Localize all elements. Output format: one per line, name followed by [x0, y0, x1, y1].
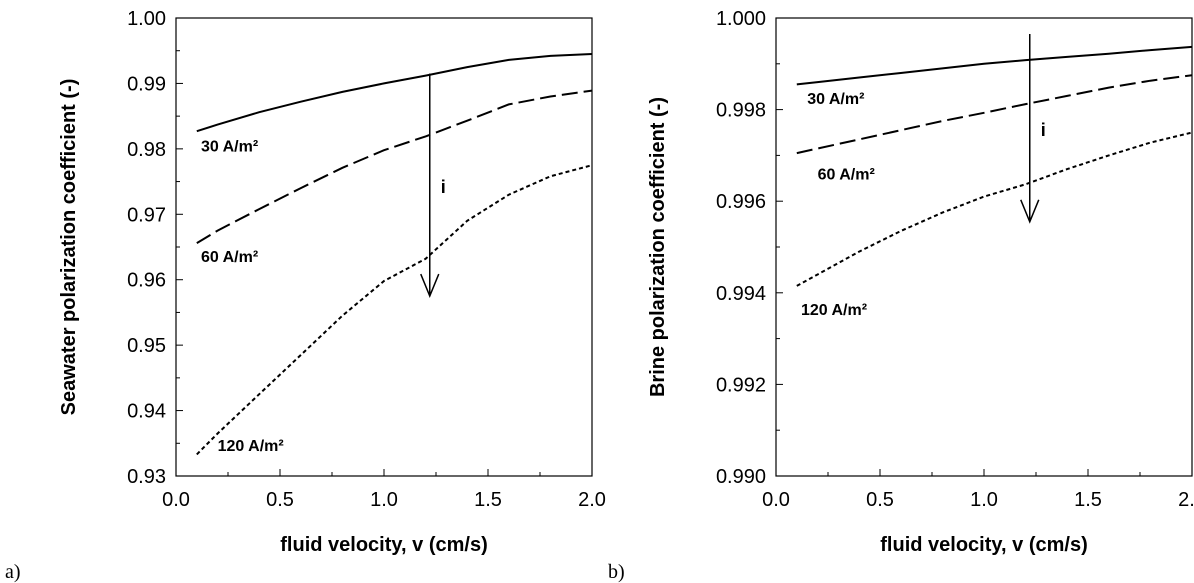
x-axis-title: fluid velocity, v (cm/s) — [280, 534, 487, 556]
y-tick-label: 0.996 — [716, 191, 766, 213]
series-label: 60 A/m² — [818, 167, 875, 184]
x-tick-label: 1.0 — [370, 489, 398, 511]
y-tick-label: 0.994 — [716, 283, 766, 305]
series-label: 30 A/m² — [201, 139, 258, 156]
series-line-solid — [796, 45, 1193, 86]
x-tick-label: 1.0 — [970, 489, 998, 511]
panel-label: a) — [5, 561, 21, 583]
series-label: 120 A/m² — [801, 302, 867, 319]
series-line-dotted — [196, 164, 593, 456]
arrow-label: i — [1041, 120, 1046, 140]
y-tick-label: 0.95 — [127, 335, 166, 357]
y-tick-label: 0.93 — [127, 466, 166, 488]
x-tick-label: 0.0 — [762, 489, 790, 511]
y-tick-label: 0.98 — [127, 139, 166, 161]
x-tick-label: 2.0 — [578, 489, 606, 511]
y-tick-label: 0.990 — [716, 466, 766, 488]
y-tick-label: 0.99 — [127, 73, 166, 95]
y-tick-label: 0.96 — [127, 270, 166, 292]
y-tick-label: 0.998 — [716, 100, 766, 122]
x-tick-label: 0.0 — [162, 489, 190, 511]
series-label: 30 A/m² — [807, 91, 864, 108]
x-axis-title: fluid velocity, v (cm/s) — [880, 534, 1087, 556]
seawater-panel: 0.93 0.94 0.95 0.96 0.97 0.98 0.99 1.00 0.0 0.5 1.… — [5, 8, 606, 583]
brine-panel: 0.990 0.992 0.994 0.996 0.998 1.000 0.0 0.5 1.0 1… — [608, 8, 1194, 583]
panel-label: b) — [608, 561, 625, 583]
series-label: 60 A/m² — [201, 249, 258, 266]
x-tick-label: 2.0 — [1178, 489, 1194, 511]
y-tick-label: 0.992 — [716, 374, 766, 396]
y-axis-title: Seawater polarization coefficient (-) — [58, 79, 80, 416]
y-tick-label: 1.000 — [716, 8, 766, 30]
series-line-dotted — [796, 131, 1193, 287]
arrow-head — [1020, 199, 1040, 224]
arrow-head — [420, 273, 440, 299]
plot-frame — [775, 17, 1193, 477]
y-tick-label: 1.00 — [127, 8, 166, 30]
arrow-label: i — [441, 177, 446, 197]
x-tick-label: 1.5 — [1074, 489, 1102, 511]
y-tick-label: 0.97 — [127, 204, 166, 226]
y-axis-title: Brine polarization coefficient (-) — [647, 97, 669, 397]
x-tick-label: 0.5 — [866, 489, 894, 511]
series-line-dashed — [196, 89, 593, 244]
x-tick-label: 1.5 — [474, 489, 502, 511]
series-line-dashed — [796, 74, 1193, 155]
series-label: 120 A/m² — [218, 438, 284, 455]
plot-frame — [175, 17, 593, 477]
x-tick-label: 0.5 — [266, 489, 294, 511]
series-line-solid — [196, 53, 593, 133]
y-tick-label: 0.94 — [127, 401, 166, 423]
